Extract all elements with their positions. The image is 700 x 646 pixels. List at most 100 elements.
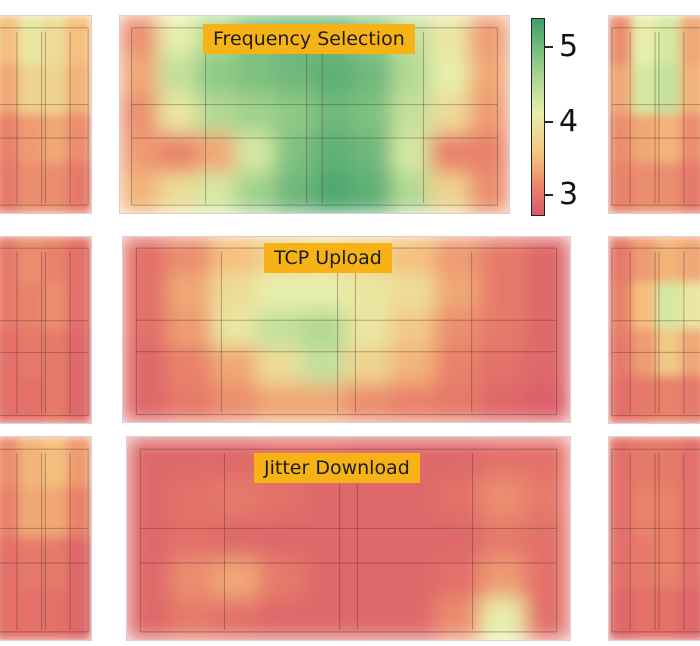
- panel-title-frequency-selection: Frequency Selection: [203, 24, 415, 54]
- heatmap-cell: [120, 172, 160, 213]
- heatmap-cell: [18, 162, 45, 213]
- heatmap-cell: [66, 64, 91, 116]
- heatmap-cell: [0, 329, 21, 378]
- heatmap-cell: [0, 237, 21, 285]
- heatmap-cell: [256, 347, 303, 386]
- heatmap-cell: [211, 237, 259, 275]
- heatmap-cell: [211, 273, 259, 312]
- heatmap-cell: [434, 347, 482, 386]
- heatmap-cell: [313, 133, 355, 175]
- heatmap-cell: [42, 588, 69, 640]
- heatmap-cell: [469, 133, 509, 175]
- heatmap-cell: [434, 310, 482, 349]
- heatmap-cell: [18, 588, 45, 640]
- heatmap-cell: [42, 16, 69, 67]
- floor-plan-lines: [139, 448, 558, 633]
- heatmap-cell: [66, 588, 91, 640]
- heatmap-cell: [391, 598, 439, 640]
- floor-plan-lines: [135, 247, 558, 416]
- heatmap-cell: [390, 384, 437, 422]
- floor-plan-lines: [611, 247, 700, 417]
- heatmap-cell: [480, 557, 527, 601]
- heatmap-cell: [609, 375, 634, 423]
- heatmap-cell: [480, 598, 527, 640]
- heatmap-cell: [479, 310, 527, 349]
- heatmap-cell: [214, 598, 261, 640]
- heatmap-cell: [42, 113, 69, 165]
- heatmap-cell: [680, 329, 700, 378]
- heatmap-cell: [524, 384, 570, 422]
- heatmap-cell: [123, 273, 169, 312]
- heatmap-cell: [479, 237, 527, 275]
- heatmap-cell: [524, 310, 570, 349]
- colorbar-tick-label-5: 5: [559, 29, 579, 64]
- heatmap-cell: [18, 16, 45, 67]
- heatmap-cell: [609, 16, 634, 67]
- heatmap-cell: [609, 113, 634, 165]
- heatmap-cell: [170, 557, 217, 601]
- heatmap-cell: [123, 237, 169, 275]
- heatmap-cell: [211, 310, 259, 349]
- heatmap-cell: [391, 517, 439, 560]
- heatmap-cell: [0, 162, 21, 213]
- colorbar-tick-3: [545, 194, 553, 196]
- heatmap-svg: [609, 16, 700, 213]
- heatmap-cell: [214, 557, 261, 601]
- heatmap-cell: [166, 347, 214, 386]
- heatmap-cell: [434, 384, 482, 422]
- heatmap-cell: [18, 437, 45, 489]
- heatmap-cell: [211, 384, 259, 422]
- heatmap-cell: [303, 598, 350, 640]
- heatmap-cell: [42, 537, 69, 591]
- heatmap-svg: [609, 237, 700, 423]
- heatmap-cell: [0, 537, 21, 591]
- heatmap-cell: [120, 54, 160, 96]
- heatmap-cell: [479, 384, 527, 422]
- heatmap-cell: [157, 133, 199, 175]
- heatmap-cell: [352, 133, 394, 175]
- heatmap-cell: [42, 64, 69, 116]
- heatmap-panel-right-middle: [608, 236, 700, 424]
- heatmap-svg: [0, 16, 91, 213]
- heatmap-panel-left-middle: [0, 236, 92, 424]
- heatmap-cell: [480, 517, 527, 560]
- heatmap-cell: [313, 93, 355, 136]
- heatmap-cell: [258, 517, 306, 560]
- heatmap-cell: [170, 517, 217, 560]
- heatmap-cell: [609, 64, 634, 116]
- heatmap-cell: [166, 237, 214, 275]
- heatmap-cell: [609, 588, 634, 640]
- heatmap-cell: [42, 237, 69, 285]
- heatmap-panel-left-bottom: [0, 436, 92, 641]
- heatmap-cell: [524, 273, 570, 312]
- heatmap-svg: [0, 437, 91, 640]
- heatmap-cell: [656, 113, 682, 165]
- heatmap-cell: [656, 486, 682, 540]
- heatmap-cell: [436, 476, 483, 520]
- heatmap-cell: [480, 476, 527, 520]
- heatmap-cell: [303, 517, 350, 560]
- heatmap-cell: [0, 588, 21, 640]
- heatmap-cell: [656, 588, 682, 640]
- heatmap-cell: [469, 16, 509, 57]
- heatmap-cell: [434, 237, 482, 275]
- heatmap-cell: [300, 347, 348, 386]
- heatmap-cell: [632, 375, 658, 423]
- heatmap-cell: [18, 537, 45, 591]
- heatmap-cell: [632, 282, 658, 331]
- heatmap-cell: [18, 375, 45, 423]
- heatmap-cell: [18, 486, 45, 540]
- heatmap-cell: [196, 133, 238, 175]
- heatmap-cell: [42, 437, 69, 489]
- heatmap-cell: [524, 476, 570, 520]
- heatmap-cell: [345, 273, 393, 312]
- heatmap-cell: [274, 54, 316, 96]
- heatmap-cell: [18, 113, 45, 165]
- heatmap-cell: [436, 557, 483, 601]
- heatmap-cell: [391, 54, 433, 96]
- heatmap-cell: [680, 588, 700, 640]
- heatmap-cell: [345, 310, 393, 349]
- heatmap-cell: [656, 329, 682, 378]
- heatmap-cell: [390, 310, 437, 349]
- heatmap-cell: [391, 93, 433, 136]
